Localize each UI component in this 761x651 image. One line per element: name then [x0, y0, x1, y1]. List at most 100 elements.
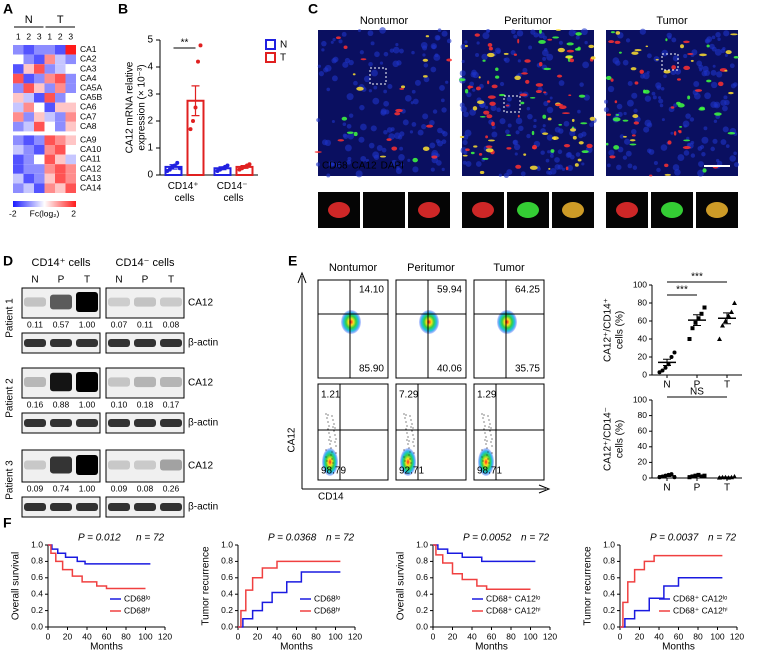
nucleus: [464, 40, 468, 44]
stained-cell: [547, 117, 552, 121]
stained-cell: [671, 65, 677, 70]
nucleus: [324, 64, 332, 72]
survival-curve: [620, 554, 723, 628]
heatmap-cell: [55, 93, 66, 103]
stained-cell: [479, 115, 486, 118]
y-tick-label: 0.6: [31, 572, 43, 582]
stained-cell: [614, 40, 621, 44]
x-tick-label: 40: [272, 631, 282, 641]
actin-band: [50, 339, 72, 347]
heatmap-cell: [13, 183, 24, 193]
stained-cell: [426, 124, 434, 128]
stained-cell: [578, 141, 584, 145]
nucleus: [330, 40, 334, 44]
event: [484, 439, 486, 441]
inset: [363, 192, 405, 228]
stained-cell: [609, 155, 616, 159]
heatmap-cell: [34, 135, 45, 145]
nucleus: [581, 131, 587, 137]
nucleus: [511, 29, 516, 35]
blot-band: [134, 297, 156, 307]
error-bar: [663, 358, 671, 367]
nucleus: [527, 113, 533, 120]
y-tick-label: 0.2: [416, 605, 428, 615]
nucleus: [348, 113, 354, 118]
nucleus: [686, 136, 690, 141]
nucleus: [528, 45, 533, 50]
nucleus: [717, 37, 721, 41]
actin-band: [108, 419, 130, 427]
blot-header: CD14⁺ cells: [32, 257, 91, 269]
nucleus: [407, 158, 411, 162]
x-tick-label: 60: [292, 631, 302, 641]
nucleus: [348, 59, 354, 66]
heatmap-cell: [13, 121, 24, 132]
x-tick-label: P: [694, 380, 701, 391]
event: [486, 440, 488, 442]
heatmap-cell: [23, 102, 34, 113]
nucleus: [716, 71, 723, 78]
stained-cell: [464, 44, 468, 48]
heatmap-cell: [34, 93, 45, 103]
nucleus: [394, 132, 401, 140]
event: [329, 436, 331, 438]
nucleus: [379, 61, 384, 65]
nucleus: [365, 158, 370, 163]
nucleus: [430, 167, 435, 172]
heatmap-cell: [23, 112, 34, 122]
event: [332, 419, 334, 421]
blot-band: [50, 456, 72, 474]
stained-cell: [606, 113, 612, 116]
heatmap-cell: [65, 135, 76, 145]
x-tick-label: 100: [328, 631, 342, 641]
scale-label: Fc(log₂): [30, 208, 60, 218]
stained-cell: [610, 31, 615, 34]
nucleus: [398, 154, 405, 161]
nucleus: [697, 169, 705, 177]
nucleus: [412, 166, 419, 173]
nucleus: [670, 131, 674, 135]
error-bar: [693, 475, 701, 477]
stained-cell: [557, 47, 565, 53]
y-tick-label: 5: [147, 35, 153, 46]
nucleus: [475, 53, 480, 58]
stained-cell: [690, 59, 694, 62]
nucleus: [561, 167, 566, 171]
nucleus: [436, 140, 444, 147]
heatmap-cell: [23, 173, 34, 184]
nucleus: [482, 32, 490, 40]
event: [487, 415, 489, 417]
stained-cell: [517, 38, 520, 44]
survival-curve: [620, 577, 723, 628]
nucleus: [661, 49, 669, 57]
event: [482, 460, 484, 462]
event: [484, 432, 486, 434]
event: [326, 460, 328, 462]
stained-cell: [725, 50, 732, 55]
color-bar: [13, 201, 76, 207]
event: [405, 421, 407, 423]
nucleus: [526, 133, 531, 139]
nucleus: [441, 30, 448, 37]
p-value: P = 0.0052: [463, 533, 512, 544]
nucleus: [321, 40, 327, 47]
stained-cell: [682, 146, 691, 150]
row-label: CA12: [80, 163, 102, 173]
quant-label: 0.88: [53, 399, 70, 409]
event: [405, 414, 407, 416]
zoom-box: [503, 95, 521, 113]
event: [406, 432, 408, 434]
stained-cell: [634, 81, 639, 85]
nucleus: [504, 57, 510, 63]
stained-cell: [486, 52, 495, 58]
nucleus: [533, 124, 537, 129]
row-label: CA5B: [80, 92, 103, 102]
event: [406, 425, 408, 427]
actin-band: [160, 419, 182, 427]
stained-cell: [482, 59, 486, 62]
stained-cell: [555, 103, 563, 106]
stained-cell: [538, 61, 543, 67]
nucleus: [616, 103, 623, 110]
stained-cell: [399, 87, 405, 90]
